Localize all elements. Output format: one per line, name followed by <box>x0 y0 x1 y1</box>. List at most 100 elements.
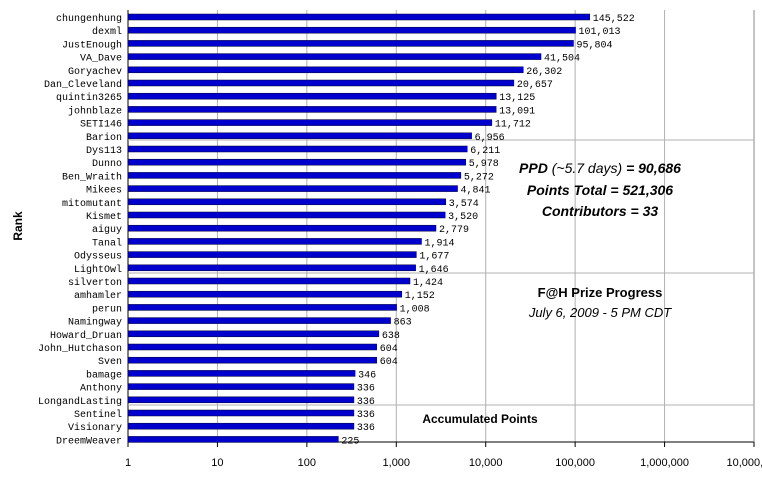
data-label: 6,211 <box>470 146 500 157</box>
category-label: JustEnough <box>62 39 122 51</box>
data-label: 5,272 <box>464 172 494 183</box>
bar <box>127 13 590 21</box>
data-label: 225 <box>341 436 359 447</box>
bar <box>127 172 462 179</box>
bar <box>127 422 355 430</box>
accumulated-points-label: Accumulated Points <box>422 412 538 426</box>
bar <box>127 370 356 377</box>
contributors: Contributors = 33 <box>541 203 659 219</box>
category-label: aiguy <box>92 224 122 236</box>
data-label: 604 <box>380 357 398 368</box>
prize-title: F@H Prize Progress <box>537 285 663 300</box>
ppd-annotation: PPD (~5.7 days) = 90,686 <box>470 160 730 176</box>
bar <box>127 238 422 245</box>
data-label: 4,841 <box>461 186 491 197</box>
bar <box>127 106 497 113</box>
category-label: Dan_Cleveland <box>44 79 122 91</box>
category-label: mitomutant <box>62 198 122 210</box>
bar <box>127 66 524 74</box>
data-label: 863 <box>394 318 412 329</box>
data-label: 5,978 <box>469 159 499 170</box>
bar <box>127 396 355 404</box>
data-label: 1,646 <box>419 265 449 276</box>
category-label: Mikees <box>86 185 122 197</box>
category-label: Sven <box>98 357 122 368</box>
category-label: quintin3265 <box>56 92 122 104</box>
data-label: 1,677 <box>419 252 449 263</box>
bar <box>127 317 391 324</box>
data-label: 1,914 <box>424 238 454 249</box>
category-label: Visionary <box>68 422 122 434</box>
category-label: Dunno <box>92 159 122 170</box>
bar <box>127 251 417 258</box>
x-tick-label: 10,000,000 <box>726 457 762 469</box>
data-label: 1,008 <box>400 304 430 315</box>
data-label: 20,657 <box>517 80 553 91</box>
bar <box>127 79 515 87</box>
x-tick-label: 10,000 <box>469 457 503 469</box>
category-label: perun <box>92 304 122 315</box>
category-label: Barion <box>86 132 122 144</box>
data-label: 26,302 <box>526 67 562 78</box>
data-label: 3,574 <box>449 199 479 210</box>
category-label: Anthony <box>80 383 122 395</box>
prize-date: July 6, 2009 - 5 PM CDT <box>528 305 672 320</box>
category-label: amhamler <box>74 290 122 302</box>
bar <box>127 304 397 311</box>
bar <box>127 224 437 232</box>
data-label: 638 <box>382 331 400 342</box>
y-axis-label: Rank <box>11 211 25 241</box>
category-label: Kismet <box>86 211 122 223</box>
category-label: dexml <box>92 26 122 38</box>
category-label: Dys113 <box>86 146 122 157</box>
data-label: 13,091 <box>499 106 535 117</box>
data-label: 3,520 <box>448 212 478 223</box>
bar <box>127 383 355 390</box>
bar <box>127 343 377 351</box>
bar <box>127 198 447 206</box>
category-label: LightOwl <box>74 264 122 276</box>
category-label: bamage <box>86 369 122 381</box>
points-total: Points Total = 521,306 <box>526 182 674 198</box>
bar <box>127 436 339 443</box>
bar <box>127 119 493 126</box>
bar <box>127 158 466 166</box>
category-label: John_Hutchason <box>38 343 122 355</box>
ppd-value: = 90,686 <box>626 160 681 176</box>
data-label: 336 <box>357 384 375 395</box>
x-tick-label: 100,000 <box>555 457 595 469</box>
category-label: DreemWeaver <box>56 436 122 447</box>
data-label: 1,152 <box>405 291 435 302</box>
data-label: 145,522 <box>593 14 635 25</box>
bar <box>127 264 416 272</box>
data-label: 346 <box>358 370 376 381</box>
category-label: Howard_Druan <box>50 330 122 342</box>
data-label: 604 <box>380 344 398 355</box>
data-label: 1,424 <box>413 278 443 289</box>
category-label: Sentinel <box>74 409 122 421</box>
category-label: Tanal <box>92 237 122 249</box>
bar <box>127 26 576 34</box>
data-label: 101,013 <box>579 27 621 38</box>
bar <box>127 356 377 364</box>
data-label: 95,804 <box>576 40 612 51</box>
bar <box>127 53 542 60</box>
data-label: 41,504 <box>544 54 580 65</box>
x-tick-label: 1 <box>125 457 131 469</box>
category-label: LongandLasting <box>38 396 122 408</box>
data-label: 11,712 <box>495 120 531 131</box>
category-label: johnblaze <box>68 105 122 117</box>
bar <box>127 290 403 298</box>
category-label: Goryachev <box>68 66 122 78</box>
bar <box>127 132 472 140</box>
x-tick-label: 1,000,000 <box>640 457 689 469</box>
data-label: 336 <box>357 423 375 434</box>
data-label: 2,779 <box>439 225 469 236</box>
data-label: 336 <box>357 397 375 408</box>
x-tick-label: 10 <box>211 457 223 469</box>
bar <box>127 330 380 338</box>
category-label: VA_Dave <box>80 54 122 65</box>
bar <box>127 40 574 47</box>
x-tick-label: 100 <box>298 457 316 469</box>
